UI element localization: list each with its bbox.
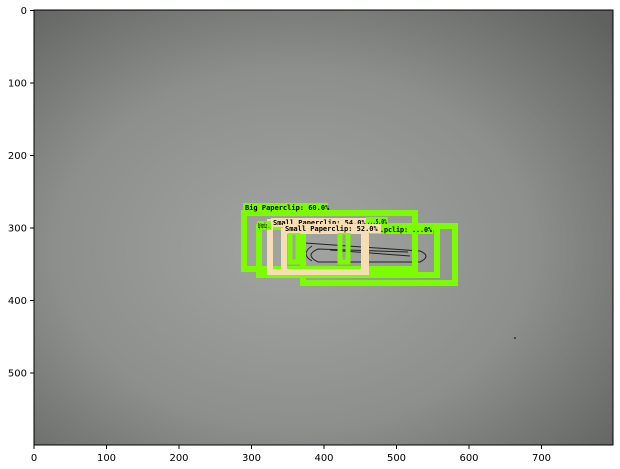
y-tick-label: 500 bbox=[8, 369, 27, 380]
y-tick-label: 200 bbox=[8, 151, 27, 162]
detection-label: Big Paperclip: 60.0% bbox=[245, 204, 330, 212]
detection-label: Big Paperclip: ... bbox=[258, 222, 270, 230]
y-tick-label: 100 bbox=[8, 79, 27, 90]
y-tick-label: 300 bbox=[8, 224, 27, 235]
x-tick: 700 bbox=[532, 445, 551, 464]
label-background bbox=[283, 224, 381, 233]
x-tick: 100 bbox=[97, 445, 116, 464]
y-tick-label: 0 bbox=[21, 6, 27, 17]
photo-speck bbox=[514, 337, 516, 339]
y-tick: 300 bbox=[8, 224, 34, 235]
y-tick: 200 bbox=[8, 151, 34, 162]
label-background bbox=[257, 221, 271, 230]
x-tick-label: 700 bbox=[532, 453, 551, 464]
x-tick-label: 300 bbox=[242, 453, 261, 464]
x-tick: 300 bbox=[242, 445, 261, 464]
label-background bbox=[243, 203, 328, 212]
y-tick: 500 bbox=[8, 369, 34, 380]
x-tick-label: 500 bbox=[387, 453, 406, 464]
detection-label: Small Paperclip: 52.0% bbox=[285, 225, 379, 233]
x-tick-label: 600 bbox=[459, 453, 478, 464]
detection-label: Small Paperclip: 54.0% bbox=[273, 219, 367, 227]
x-axis: 0 100 200 300 400 500 600 700 bbox=[31, 445, 551, 464]
detection-label: ...pclip: ...0% bbox=[372, 226, 433, 234]
y-axis: 0 100 200 300 400 500 bbox=[8, 6, 34, 380]
x-tick: 500 bbox=[387, 445, 406, 464]
x-tick-label: 100 bbox=[97, 453, 116, 464]
x-tick: 400 bbox=[314, 445, 334, 464]
x-tick: 0 bbox=[31, 445, 37, 464]
y-tick-label: 400 bbox=[8, 296, 27, 307]
label-background bbox=[366, 217, 388, 226]
x-tick: 200 bbox=[169, 445, 189, 464]
x-tick: 600 bbox=[459, 445, 479, 464]
label-background bbox=[370, 225, 433, 234]
y-tick: 100 bbox=[8, 79, 34, 90]
label-background bbox=[271, 218, 371, 227]
x-tick-label: 200 bbox=[169, 453, 188, 464]
y-tick: 400 bbox=[8, 296, 34, 307]
x-tick-label: 400 bbox=[314, 453, 333, 464]
y-tick: 0 bbox=[21, 6, 34, 17]
x-tick-label: 0 bbox=[31, 453, 37, 464]
detection-label: ...5.0% bbox=[367, 218, 388, 226]
detection-labels: Big Paperclip: 60.0% Big Paperclip: ... … bbox=[243, 203, 433, 234]
